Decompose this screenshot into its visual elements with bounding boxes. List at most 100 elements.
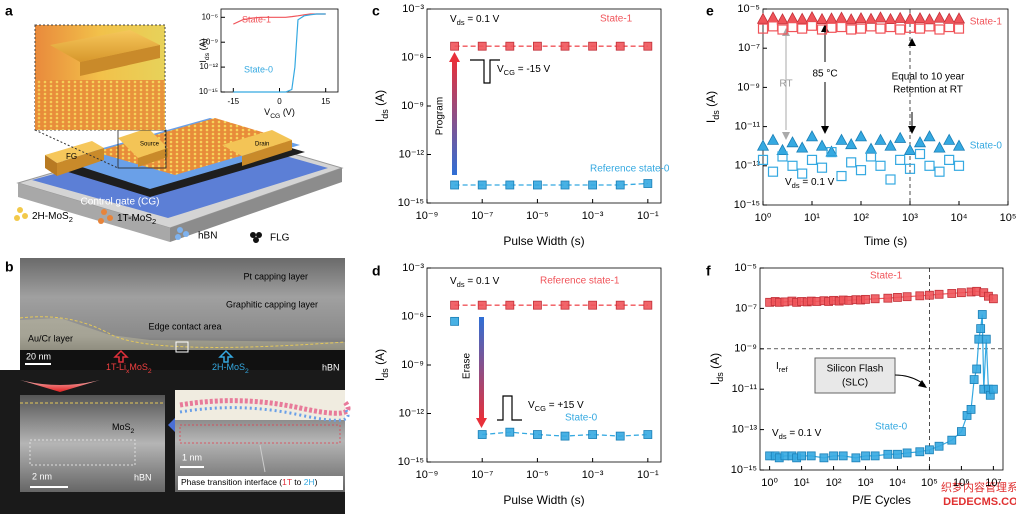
marker: [615, 41, 625, 51]
marker: [560, 300, 570, 310]
marker: [924, 21, 935, 32]
annotation-part: ds: [779, 432, 787, 441]
y-axis-label: Ids (A): [704, 91, 721, 123]
panel-label: b: [5, 259, 14, 275]
pt-label: Pt capping layer: [243, 271, 308, 281]
marker: [588, 300, 598, 310]
x-tick-label: 10⁴: [951, 212, 968, 224]
marker: [913, 12, 927, 24]
interface-label-part: to: [292, 477, 304, 487]
marker: [947, 435, 957, 445]
panel-label: c: [372, 3, 380, 19]
annotation: Equal to 10 year: [892, 72, 965, 83]
chart: 10⁰ 10¹ 10² 10³ 10⁴ 10⁵ 10⁻¹⁵ 10⁻¹³ 10⁻¹¹ 10⁻⁹ 10⁻…: [734, 3, 1016, 224]
annotation-part: V: [528, 400, 535, 411]
marker: [944, 21, 955, 33]
y-axis-label-part: I: [708, 382, 722, 385]
marker: [505, 180, 515, 190]
annotation-part: CG: [535, 404, 546, 413]
marker: [854, 130, 868, 142]
marker: [846, 24, 857, 35]
marker: [797, 23, 808, 34]
hbn-label: hBN: [322, 362, 340, 372]
marker: [913, 136, 927, 148]
y-axis-label-part: ds: [204, 52, 211, 60]
annotation-part: = 0.1 V: [787, 428, 822, 439]
marker: [943, 133, 956, 145]
marker: [865, 151, 877, 162]
x-tick-label: 10⁰: [761, 477, 778, 489]
marker: [934, 24, 945, 35]
series-label: State-0: [565, 413, 598, 424]
marker: [864, 12, 878, 24]
annotation: RT: [779, 79, 792, 90]
marker: [952, 12, 966, 24]
y-tick-label: 10⁻⁷: [735, 302, 757, 314]
marker: [976, 324, 986, 334]
x-tick-label: 10⁻⁹: [416, 210, 439, 222]
series-label: State-1: [870, 271, 903, 282]
y-axis-label-part: (A): [373, 349, 387, 368]
marker: [588, 430, 598, 439]
marker: [560, 431, 570, 441]
marker: [533, 180, 542, 190]
marker: [861, 451, 870, 461]
x-tick-label: 10⁶: [953, 477, 970, 489]
marker: [777, 151, 788, 162]
marker: [766, 11, 780, 23]
marker: [450, 180, 460, 190]
series-label: State-1: [600, 14, 633, 25]
plot-frame: [759, 267, 1004, 471]
mos2-label-part: 2: [131, 428, 135, 435]
x-tick-label: 10⁻¹: [637, 469, 659, 481]
marker: [806, 20, 818, 31]
marker: [924, 160, 935, 171]
x-tick-label: -15: [228, 97, 240, 106]
marker: [895, 24, 906, 35]
annotation-part: ds: [457, 280, 465, 289]
marker: [477, 180, 487, 190]
marker: [934, 289, 944, 299]
annotation: 85 °C: [812, 69, 837, 80]
annotation: Erase: [462, 353, 473, 380]
marker: [816, 162, 828, 173]
annotation-part: = 0.1 V: [800, 177, 835, 188]
marker: [643, 41, 653, 51]
annotation-part: = 0.1 V: [465, 276, 500, 287]
series-line: [233, 13, 326, 93]
marker: [776, 143, 789, 155]
marker: [786, 136, 799, 148]
marker: [477, 41, 487, 51]
y-tick-label: 10⁻³: [402, 262, 424, 274]
interface-label-part: Phase transition interface (: [181, 477, 282, 487]
marker: [766, 133, 780, 145]
drain-label: Drain: [255, 142, 269, 148]
y-axis-label-part: ds: [380, 109, 390, 119]
series-line: [454, 182, 648, 186]
marker: [903, 143, 917, 155]
annotation-part: I: [776, 361, 779, 372]
x-tick-label: 10¹: [804, 212, 820, 224]
annotation-part: ds: [792, 181, 800, 190]
marker: [953, 160, 965, 171]
x-tick-label: 10⁻¹: [637, 210, 659, 222]
marker: [875, 160, 886, 171]
lixmos2-label-part: 1T-Li: [106, 362, 126, 372]
x-axis-label: Pulse Width (s): [503, 234, 584, 248]
x-tick-label: 10⁻³: [582, 210, 604, 222]
marker: [883, 293, 893, 303]
marker: [836, 170, 847, 182]
panel-label: f: [706, 263, 711, 279]
interface-label: Phase transition interface (1T to 2H): [181, 477, 318, 487]
marker: [643, 430, 653, 439]
annotation-part: = +15 V: [546, 400, 584, 411]
annotation-part: ds: [457, 18, 465, 27]
marker: [756, 139, 770, 151]
marker: [450, 41, 460, 51]
annotation-part: = 0.1 V: [465, 14, 500, 25]
y-axis-label: Ids (A): [708, 353, 725, 385]
marker: [864, 142, 878, 154]
legend-2h-part: 2: [69, 215, 73, 224]
series-label: Reference state-1: [540, 276, 620, 287]
